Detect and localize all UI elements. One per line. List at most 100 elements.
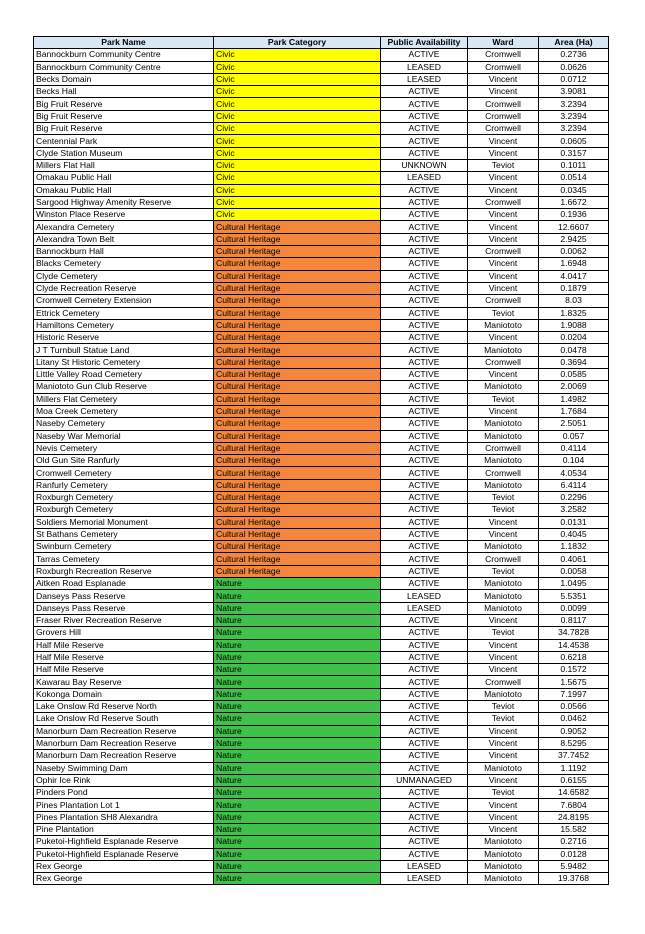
cell-ward: Cromwell — [467, 122, 539, 136]
cell-park-name: Omakau Public Hall — [33, 183, 214, 197]
cell-ward: Teviot — [467, 786, 539, 800]
table-row: Ettrick Cemetery Cultural Heritage ACTIVE T… — [33, 306, 609, 320]
cell-public-availability: UNMANAGED — [380, 773, 468, 788]
cell-park-name: Nevis Cemetery — [33, 441, 214, 456]
cell-park-name: Tarras Cemetery — [33, 552, 214, 566]
cell-park-name: Sargood Highway Amenity Reserve — [33, 195, 214, 210]
cell-public-availability: ACTIVE — [380, 392, 468, 406]
cell-ward: Vincent — [467, 515, 539, 529]
cell-park-category: Civic — [213, 208, 381, 222]
cell-park-name: Ranfurly Cemetery — [33, 478, 214, 492]
cell-area: 0.0131 — [538, 515, 609, 529]
cell-public-availability: ACTIVE — [380, 85, 468, 99]
table-row: Cromwell Cemetery Extension Cultural Heri… — [33, 294, 609, 308]
cell-ward: Vincent — [467, 650, 539, 665]
cell-area: 19.3768 — [538, 872, 609, 886]
cell-ward: Vincent — [467, 724, 539, 738]
cell-area: 0.0566 — [538, 700, 609, 714]
cell-ward: Vincent — [467, 822, 539, 837]
cell-park-category: Cultural Heritage — [213, 269, 381, 283]
header-ward: Ward — [467, 35, 539, 50]
cell-ward: Maniototo — [467, 343, 539, 357]
table-row: Clyde Station Museum Civic ACTIVE Vincent 0.… — [33, 146, 609, 160]
cell-ward: Teviot — [467, 503, 539, 517]
cell-ward: Maniototo — [467, 761, 539, 775]
cell-public-availability: ACTIVE — [380, 429, 468, 443]
cell-ward: Maniototo — [467, 454, 539, 468]
table-row: Manorburn Dam Recreation Reserve Nature AC… — [33, 724, 609, 738]
cell-park-name: Pines Plantation SH8 Alexandra — [33, 810, 214, 825]
cell-area: 7.1997 — [538, 687, 609, 702]
cell-public-availability: ACTIVE — [380, 294, 468, 308]
cell-park-name: Millers Flat Hall — [33, 158, 214, 173]
cell-public-availability: ACTIVE — [380, 331, 468, 345]
cell-ward: Vincent — [467, 749, 539, 763]
cell-public-availability: ACTIVE — [380, 810, 468, 825]
cell-park-name: Bannockburn Hall — [33, 245, 214, 259]
table-row: Omakau Public Hall Civic ACTIVE Vincent 0.03… — [33, 183, 609, 197]
cell-area: 0.057 — [538, 429, 609, 443]
cell-area: 1.1832 — [538, 540, 609, 554]
cell-park-category: Nature — [213, 786, 381, 800]
cell-public-availability: ACTIVE — [380, 749, 468, 763]
cell-area: 14.4538 — [538, 638, 609, 652]
cell-park-category: Nature — [213, 712, 381, 726]
table-row: Kawarau Bay Reserve Nature ACTIVE Cromwell 1… — [33, 675, 609, 689]
cell-park-name: Aitken Road Esplanade — [33, 577, 214, 591]
cell-public-availability: ACTIVE — [380, 478, 468, 492]
cell-park-category: Cultural Heritage — [213, 540, 381, 554]
cell-park-category: Cultural Heritage — [213, 454, 381, 468]
cell-ward: Cromwell — [467, 195, 539, 210]
cell-public-availability: ACTIVE — [380, 835, 468, 849]
cell-park-category: Cultural Heritage — [213, 441, 381, 456]
cell-ward: Maniototo — [467, 859, 539, 874]
cell-park-name: Clyde Cemetery — [33, 269, 214, 283]
cell-area: 0.0462 — [538, 712, 609, 726]
cell-public-availability: LEASED — [380, 859, 468, 874]
cell-park-category: Cultural Heritage — [213, 466, 381, 480]
cell-ward: Vincent — [467, 183, 539, 197]
cell-area: 0.0514 — [538, 171, 609, 185]
cell-park-name: Omakau Public Hall — [33, 171, 214, 185]
cell-area: 0.4045 — [538, 527, 609, 542]
cell-ward: Cromwell — [467, 552, 539, 566]
cell-park-name: Ettrick Cemetery — [33, 306, 214, 320]
cell-area: 0.3157 — [538, 146, 609, 160]
table-row: Omakau Public Hall Civic LEASED Vincent 0.05… — [33, 171, 609, 185]
cell-park-category: Nature — [213, 835, 381, 849]
cell-ward: Vincent — [467, 72, 539, 87]
cell-ward: Vincent — [467, 773, 539, 788]
cell-park-name: Blacks Cemetery — [33, 257, 214, 271]
header-park-category: Park Category — [213, 35, 381, 50]
cell-public-availability: UNKNOWN — [380, 158, 468, 173]
table-row: Maniototo Gun Club Reserve Cultural Herit… — [33, 380, 609, 394]
cell-ward: Maniototo — [467, 318, 539, 333]
cell-area: 1.0495 — [538, 577, 609, 591]
cell-park-category: Civic — [213, 72, 381, 87]
cell-park-category: Nature — [213, 810, 381, 825]
cell-area: 0.0478 — [538, 343, 609, 357]
cell-public-availability: ACTIVE — [380, 761, 468, 775]
cell-area: 1.6672 — [538, 195, 609, 210]
cell-ward: Teviot — [467, 306, 539, 320]
cell-park-name: Historic Reserve — [33, 331, 214, 345]
table-row: Millers Flat Hall Civic UNKNOWN Teviot 0.101… — [33, 158, 609, 173]
parks-table: Park Name Park Category Public Availabil… — [33, 35, 609, 886]
cell-park-name: Naseby War Memorial — [33, 429, 214, 443]
cell-park-name: Alexandra Town Belt — [33, 232, 214, 247]
cell-public-availability: ACTIVE — [380, 712, 468, 726]
cell-park-name: Hamiltons Cemetery — [33, 318, 214, 333]
cell-area: 3.2394 — [538, 109, 609, 124]
cell-public-availability: ACTIVE — [380, 613, 468, 628]
cell-park-name: Alexandra Cemetery — [33, 220, 214, 234]
cell-public-availability: ACTIVE — [380, 109, 468, 124]
cell-park-category: Cultural Heritage — [213, 564, 381, 579]
cell-park-name: Pinders Pond — [33, 786, 214, 800]
table-row: J T Turnbull Statue Land Cultural Heritag… — [33, 343, 609, 357]
cell-ward: Cromwell — [467, 466, 539, 480]
cell-area: 2.0069 — [538, 380, 609, 394]
cell-area: 12.6607 — [538, 220, 609, 234]
cell-public-availability: ACTIVE — [380, 724, 468, 738]
table-row: Half Mile Reserve Nature ACTIVE Vincent 14.4… — [33, 638, 609, 652]
table-row: Danseys Pass Reserve Nature LEASED Maniotot… — [33, 601, 609, 615]
